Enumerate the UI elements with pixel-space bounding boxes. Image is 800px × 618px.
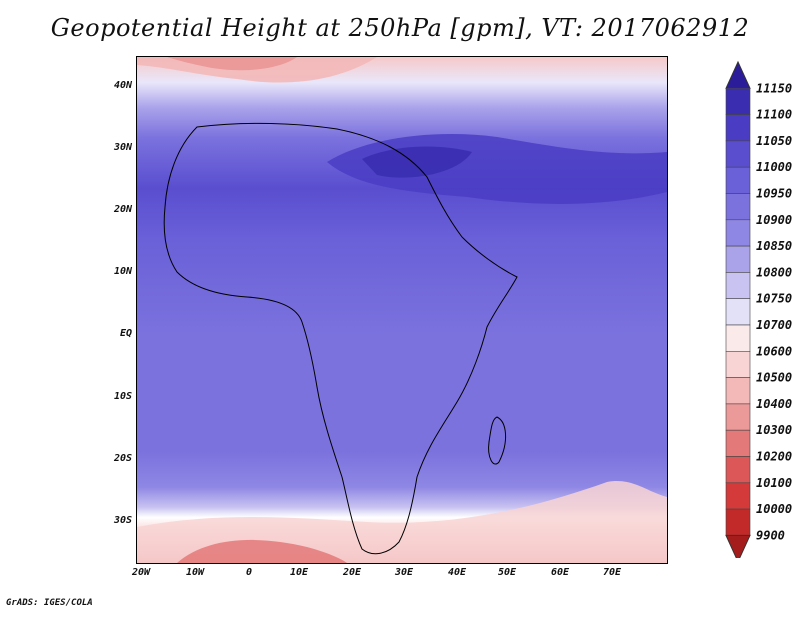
latitude-axis-labels: 40N 30N 20N 10N EQ 10S 20S 30S <box>84 0 132 618</box>
colorbar-swatch <box>725 324 751 352</box>
colorbar-swatch <box>725 482 751 510</box>
lon-label: 10W <box>186 567 205 578</box>
lon-label: 20E <box>343 567 362 578</box>
colorbar-level-label: 10500 <box>756 371 792 385</box>
colorbar-level-label: 10700 <box>756 318 792 332</box>
africa-coastline <box>163 122 518 555</box>
longitude-axis-labels: 20W 10W 0 10E 20E 30E 40E 50E 60E 70E <box>0 567 800 581</box>
colorbar-swatch <box>725 272 751 299</box>
colorbar-swatch <box>725 219 751 247</box>
southern-low-core <box>177 539 347 563</box>
madagascar-outline <box>488 416 506 465</box>
lon-label: 40E <box>448 567 467 578</box>
colorbar-level-label: 11000 <box>756 160 792 174</box>
lon-label: 0 <box>246 567 253 578</box>
lat-label: 30S <box>113 515 132 526</box>
map-title: Geopotential Height at 250hPa [gpm], VT:… <box>50 14 750 42</box>
colorbar-level-label: 11050 <box>756 134 792 148</box>
colorbar-level-label: 10600 <box>756 344 792 358</box>
colorbar-swatch <box>725 429 751 457</box>
colorbar-swatch <box>725 166 751 194</box>
colorbar-swatch <box>725 456 751 484</box>
lat-label: 30N <box>113 142 132 153</box>
lat-label: 10S <box>113 391 132 402</box>
lat-label: EQ <box>119 328 132 339</box>
northern-high-core <box>167 57 297 71</box>
colorbar-swatch <box>725 508 751 536</box>
colorbar-level-label: 10100 <box>756 476 792 490</box>
lon-label: 20W <box>132 567 151 578</box>
lon-label: 70E <box>603 567 622 578</box>
colorbar-swatch <box>725 193 751 221</box>
credit-text: GrADS: IGES/COLA <box>6 598 93 608</box>
lon-label: 10E <box>290 567 309 578</box>
geopotential-height-field <box>137 57 667 563</box>
lon-label: 60E <box>551 567 570 578</box>
subtropical-high-peak <box>362 146 472 178</box>
colorbar-level-label: 10000 <box>756 502 792 516</box>
colorbar-top-arrow <box>725 60 751 89</box>
colorbar-graphic: 11150 11100 11050 11000 10950 10900 10850 10800… <box>725 60 792 563</box>
colorbar-level-label: 9900 <box>756 528 785 542</box>
colorbar-level-label: 10800 <box>756 265 792 279</box>
map-plot-area <box>136 56 668 564</box>
colorbar-swatch <box>725 87 751 115</box>
colorbar-swatch <box>725 114 751 142</box>
colorbar-swatch <box>725 377 751 405</box>
colorbar-level-label: 10200 <box>756 450 792 464</box>
colorbar-swatch <box>725 350 751 378</box>
colorbar-level-label: 10950 <box>756 187 792 201</box>
lon-label: 50E <box>498 567 517 578</box>
colorbar: 11150 11100 11050 11000 10950 10900 10850 10800… <box>720 58 800 563</box>
colorbar-swatch <box>725 245 751 273</box>
colorbar-level-label: 10850 <box>756 239 792 253</box>
colorbar-level-label: 11150 <box>756 81 792 95</box>
colorbar-level-label: 10400 <box>756 397 792 411</box>
lat-label: 20S <box>113 453 132 464</box>
colorbar-swatch <box>725 298 751 326</box>
colorbar-bottom-arrow <box>725 534 751 563</box>
colorbar-swatch <box>725 403 751 431</box>
lon-label: 30E <box>395 567 414 578</box>
height-shading <box>137 57 667 563</box>
colorbar-swatch <box>725 140 751 168</box>
colorbar-level-label: 10900 <box>756 213 792 227</box>
colorbar-level-label: 11100 <box>756 108 792 122</box>
lat-label: 40N <box>113 80 132 91</box>
colorbar-level-label: 10750 <box>756 292 792 306</box>
lat-label: 20N <box>113 204 132 215</box>
colorbar-level-label: 10300 <box>756 423 792 437</box>
lat-label: 10N <box>113 266 132 277</box>
